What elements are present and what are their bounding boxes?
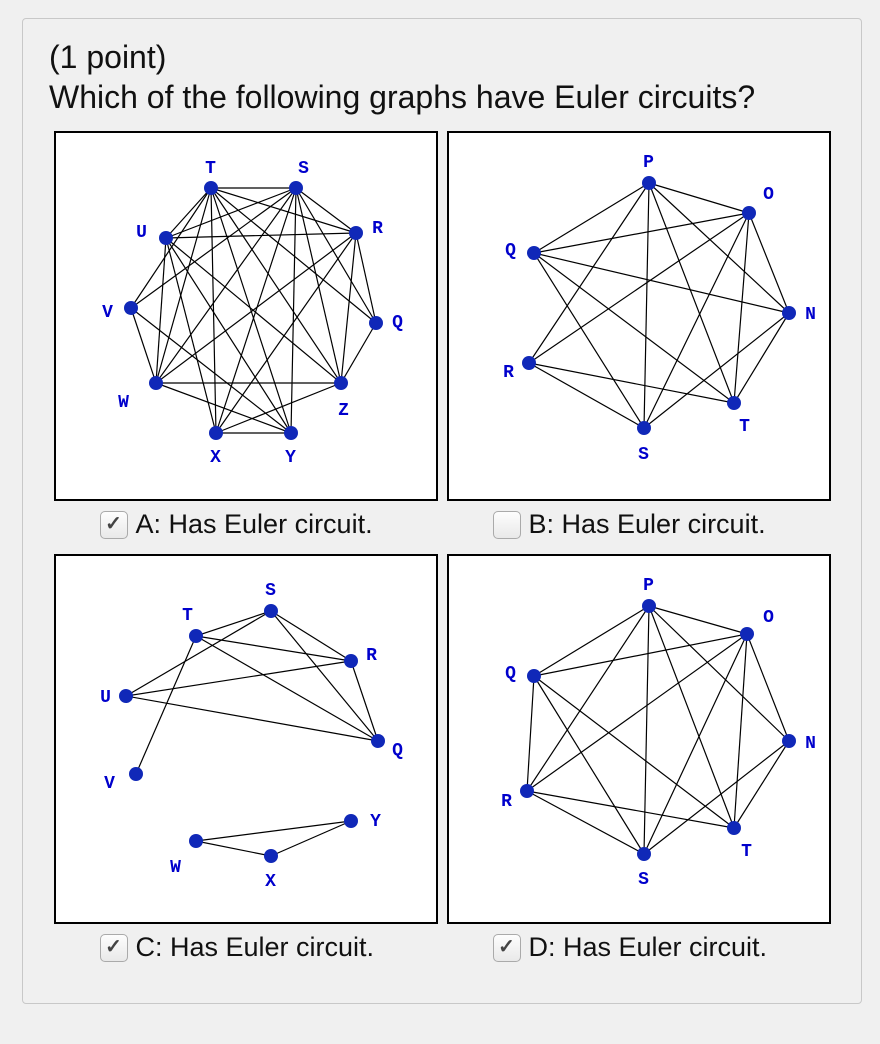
checkbox-B[interactable] [493, 511, 521, 539]
vertex-label: W [118, 393, 129, 413]
graphs-grid: TSURVQWZXY A: Has Euler circuit. POQNRTS… [49, 131, 835, 977]
page: (1 point) Which of the following graphs … [0, 0, 880, 1044]
answer-row-C: C: Has Euler circuit. [54, 924, 438, 977]
vertex-label: S [265, 581, 276, 601]
cell-C: S T R U Q V W X Y C: Has Euler circuit. [49, 554, 442, 977]
answer-row-B: B: Has Euler circuit. [447, 501, 831, 554]
answer-label-A: A: Has Euler circuit. [136, 509, 373, 540]
vertex-label: Q [392, 313, 403, 333]
vertex-label: P [643, 153, 654, 173]
vertex-label: T [741, 842, 752, 862]
question-card: (1 point) Which of the following graphs … [22, 18, 862, 1004]
vertex-label: Q [505, 241, 516, 261]
graph-D: P O Q N R T S [447, 554, 831, 924]
vertex-label: S [638, 445, 649, 465]
answer-row-A: A: Has Euler circuit. [54, 501, 438, 554]
vertex-label: N [805, 305, 816, 325]
graph-C: S T R U Q V W X Y [54, 554, 438, 924]
graph-B: P O Q N R T S [447, 131, 831, 501]
vertex-label: T [739, 417, 750, 437]
vertex-label: V [102, 303, 113, 323]
vertex-label: N [805, 734, 816, 754]
vertex-label: U [100, 688, 111, 708]
vertex-label: X [210, 448, 221, 468]
cell-B: P O Q N R T S B: Has Euler circuit. [442, 131, 835, 554]
checkbox-D[interactable] [493, 934, 521, 962]
vertex-label: R [372, 219, 383, 239]
vertex-label: R [503, 363, 514, 383]
vertex-label: Y [370, 812, 381, 832]
answer-label-B: B: Has Euler circuit. [529, 509, 766, 540]
answer-label-C: C: Has Euler circuit. [136, 932, 375, 963]
vertex-label: Q [392, 741, 403, 761]
vertex-label: S [298, 159, 309, 179]
points-label: (1 point) [49, 39, 166, 75]
cell-D: P O Q N R T S D: Has Euler circuit. [442, 554, 835, 977]
vertex-label: Q [505, 664, 516, 684]
vertex-label: P [643, 576, 654, 596]
checkbox-C[interactable] [100, 934, 128, 962]
vertex-label: Z [338, 401, 349, 421]
vertex-label: R [501, 792, 512, 812]
answer-label-D: D: Has Euler circuit. [529, 932, 768, 963]
vertex-label: O [763, 608, 774, 628]
vertex-label: U [136, 223, 147, 243]
vertex-label: X [265, 872, 276, 892]
vertex-label: R [366, 646, 377, 666]
question-text: (1 point) Which of the following graphs … [49, 37, 835, 117]
vertex-label: S [638, 870, 649, 890]
graph-A: T S U R V Q W Z X Y [54, 131, 438, 501]
checkbox-A[interactable] [100, 511, 128, 539]
vertex-label: T [205, 159, 216, 179]
vertex-label: T [182, 606, 193, 626]
vertex-label: O [763, 185, 774, 205]
vertex-label: V [104, 774, 115, 794]
vertex-label: W [170, 858, 181, 878]
cell-A: T S U R V Q W Z X Y A: Has Euler circuit. [49, 131, 442, 554]
vertex-label: Y [285, 448, 296, 468]
question-prompt: Which of the following graphs have Euler… [49, 79, 755, 115]
answer-row-D: D: Has Euler circuit. [447, 924, 831, 977]
